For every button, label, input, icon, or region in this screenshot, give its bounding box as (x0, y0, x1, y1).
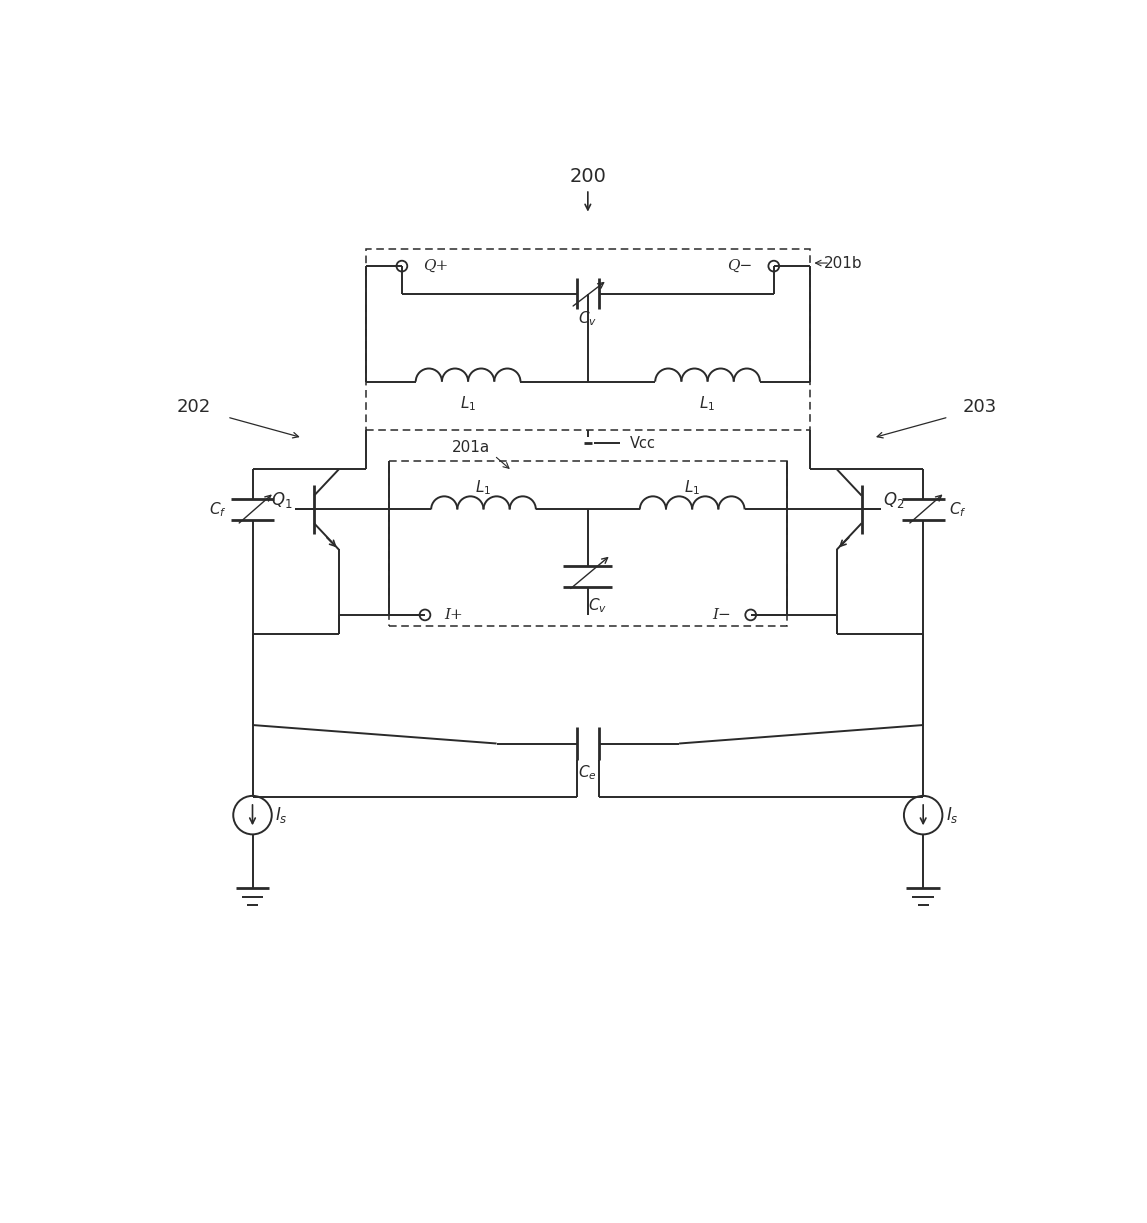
Text: Q−: Q− (727, 259, 752, 273)
Bar (389, 461, 787, 626)
Text: $C_v$: $C_v$ (578, 309, 598, 328)
Circle shape (420, 609, 430, 620)
Text: I+: I+ (444, 608, 463, 623)
Circle shape (746, 609, 756, 620)
Text: $C_f$: $C_f$ (949, 500, 967, 519)
Bar (366, 249, 810, 430)
Text: 203: 203 (962, 397, 997, 416)
Text: 201a: 201a (452, 440, 490, 455)
Text: $Q_2$: $Q_2$ (883, 490, 905, 510)
Text: $L_1$: $L_1$ (460, 394, 476, 412)
Text: Q+: Q+ (423, 259, 448, 273)
Circle shape (397, 260, 407, 272)
Text: $Q_1$: $Q_1$ (271, 490, 292, 510)
Text: $C_v$: $C_v$ (587, 597, 607, 615)
Text: $C_e$: $C_e$ (578, 763, 598, 783)
Text: $C_f$: $C_f$ (209, 500, 227, 519)
Text: $L_1$: $L_1$ (700, 394, 716, 412)
Text: I−: I− (712, 608, 732, 623)
Text: $L_1$: $L_1$ (684, 478, 701, 498)
Text: 201b: 201b (824, 256, 863, 270)
Text: $I_s$: $I_s$ (275, 805, 288, 826)
Text: $L_1$: $L_1$ (475, 478, 492, 498)
Text: Vcc: Vcc (630, 435, 656, 451)
Text: 200: 200 (569, 166, 607, 186)
Circle shape (768, 260, 779, 272)
Text: 202: 202 (177, 397, 211, 416)
Text: $I_s$: $I_s$ (946, 805, 959, 826)
